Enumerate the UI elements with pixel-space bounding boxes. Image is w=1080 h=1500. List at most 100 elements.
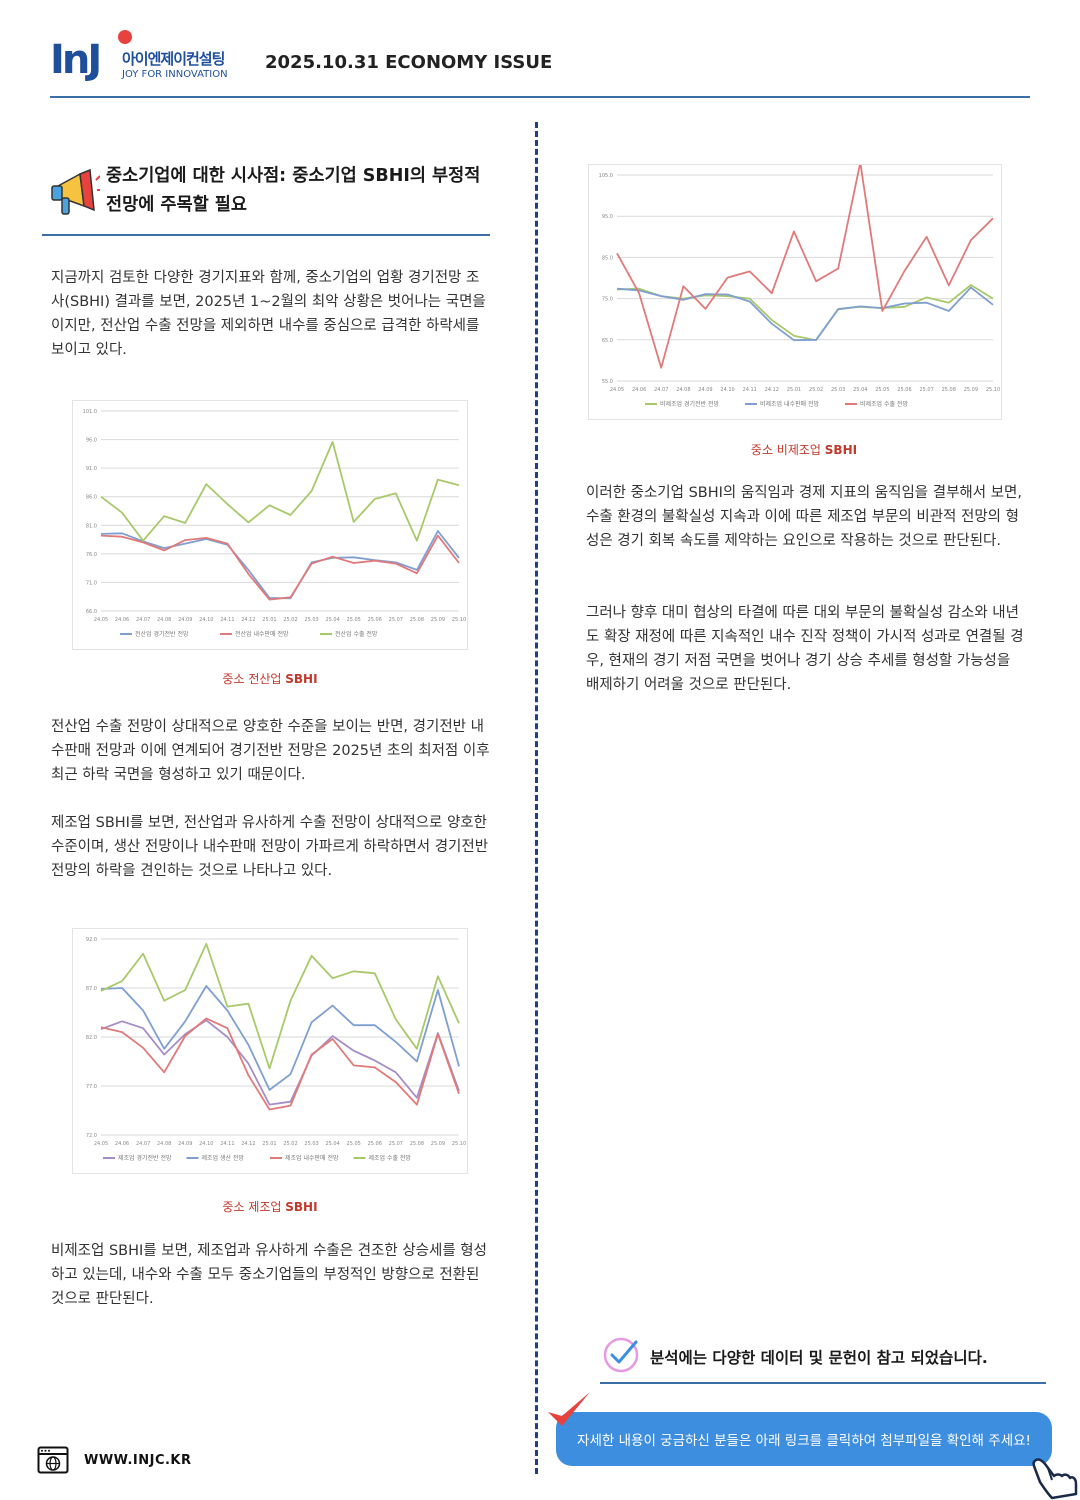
website-url[interactable]: WWW.INJC.KR — [84, 1453, 192, 1468]
page-header: InJ 아이엔제이컨설팅 JOY FOR INNOVATION 2025.10.… — [50, 24, 1030, 98]
series-line-3 — [100, 1017, 460, 1111]
x-tick-label: 24.08 — [157, 617, 171, 623]
y-tick-label: 55.0 — [602, 379, 613, 385]
x-tick-label: 24.11 — [220, 617, 234, 623]
x-tick-label: 24.09 — [178, 617, 192, 623]
x-tick-label: 24.08 — [157, 1141, 171, 1147]
paragraph-6: 그러나 향후 대미 협상의 타결에 따른 대외 부문의 불확실성 감소와 내년도… — [586, 605, 1024, 693]
paragraph-2: 전산업 수출 전망이 상대적으로 양호한 수준을 보이는 반면, 경기전반 내수… — [51, 719, 490, 783]
caption-all-industries: 중소 전산업 SBHI — [222, 672, 318, 686]
x-tick-label: 25.06 — [368, 617, 382, 623]
paragraph-3: 제조업 SBHI를 보면, 전산업과 유사하게 수출 전망이 상대적으로 양호한… — [51, 815, 489, 879]
chart-manufacturing-sbhi: 92.0 87.0 82.0 77.0 72.0 24.05 24.06 24.07 24.08… — [72, 928, 468, 1174]
x-tick-label: 25.08 — [942, 387, 956, 393]
legend-label: 전산업 수출 전망 — [335, 630, 378, 638]
y-tick-label: 92.0 — [86, 937, 97, 943]
series-line-4 — [100, 942, 460, 1070]
y-tick-label: 82.0 — [86, 1035, 97, 1041]
y-tick-label: 77.0 — [86, 1084, 97, 1090]
x-tick-label: 24.06 — [115, 1141, 129, 1147]
x-tick-label: 25.01 — [262, 617, 276, 623]
attachment-link-button[interactable]: 자세한 내용이 궁금하신 분들은 아래 링크를 클릭하여 첨부파일을 확인해 주… — [556, 1412, 1052, 1466]
series-line-1 — [616, 284, 994, 342]
legend-label: 비제조업 수출 전망 — [860, 400, 908, 408]
x-tick-label: 25.05 — [875, 387, 889, 393]
x-tick-label: 25.06 — [897, 387, 911, 393]
pointing-hand-icon — [1032, 1458, 1078, 1500]
x-tick-label: 24.12 — [241, 1141, 255, 1147]
y-tick-label: 66.0 — [86, 609, 97, 615]
x-tick-label: 25.03 — [304, 617, 318, 623]
x-tick-label: 25.01 — [787, 387, 801, 393]
y-tick-label: 72.0 — [86, 1133, 97, 1139]
y-tick-label: 76.0 — [86, 552, 97, 558]
logo-slogan: JOY FOR INNOVATION — [122, 69, 228, 80]
issue-title: 2025.10.31 ECONOMY ISSUE — [265, 52, 553, 73]
legend-label: 제조업 경기전반 전망 — [118, 1154, 172, 1162]
y-tick-label: 87.0 — [86, 986, 97, 992]
x-tick-label: 24.05 — [610, 387, 624, 393]
x-tick-label: 24.07 — [136, 617, 150, 623]
x-tick-label: 25.08 — [410, 617, 424, 623]
x-tick-label: 25.10 — [986, 387, 1000, 393]
x-tick-label: 25.02 — [809, 387, 823, 393]
y-tick-label: 81.0 — [86, 523, 97, 529]
red-check-icon — [548, 1392, 590, 1426]
x-tick-label: 25.03 — [304, 1141, 318, 1147]
legend-label: 비제조업 내수판매 전망 — [760, 400, 819, 408]
x-tick-label: 25.05 — [347, 617, 361, 623]
x-tick-label: 25.01 — [262, 1141, 276, 1147]
series-line-2 — [616, 286, 994, 342]
x-tick-label: 24.06 — [115, 617, 129, 623]
x-tick-label: 24.05 — [94, 1141, 108, 1147]
x-tick-label: 25.08 — [410, 1141, 424, 1147]
x-tick-label: 25.05 — [347, 1141, 361, 1147]
legend-label: 제조업 내수판매 전망 — [285, 1154, 339, 1162]
reference-note: 분석에는 다양한 데이터 및 문헌이 참고 되었습니다. — [600, 1334, 1046, 1384]
x-tick-label: 24.11 — [743, 387, 757, 393]
y-tick-label: 75.0 — [602, 297, 613, 303]
x-tick-label: 24.10 — [199, 1141, 213, 1147]
section-title: 중소기업에 대한 시사점: 중소기업 SBHI의 부정적 전망에 주목할 필요 — [106, 166, 481, 215]
y-tick-label: 85.0 — [602, 255, 613, 261]
chart-all-industries-sbhi: 101.0 96.0 91.0 86.0 81.0 76.0 71.0 66.0 24.05 24… — [72, 400, 468, 650]
x-tick-label: 25.04 — [325, 617, 339, 623]
x-tick-label: 25.03 — [831, 387, 845, 393]
x-tick-label: 24.12 — [765, 387, 779, 393]
series-line-3 — [616, 165, 994, 369]
chart-non-manufacturing-sbhi: 105.0 95.0 85.0 75.0 65.0 55.0 24.05 24.06 24.07… — [588, 164, 1002, 420]
paragraph-1: 지금까지 검토한 다양한 경기지표와 함께, 중소기업의 업황 경기전망 조사(… — [51, 270, 486, 358]
y-tick-label: 71.0 — [86, 580, 97, 586]
company-logo: InJ 아이엔제이컨설팅 JOY FOR INNOVATION — [50, 28, 250, 84]
series-line-3 — [100, 441, 460, 542]
chart-svg: 101.0 96.0 91.0 86.0 81.0 76.0 71.0 66.0 24.05 24… — [83, 409, 466, 638]
x-tick-label: 24.12 — [241, 617, 255, 623]
x-tick-label: 24.09 — [178, 1141, 192, 1147]
reference-text: 분석에는 다양한 데이터 및 문헌이 참고 되었습니다. — [650, 1349, 988, 1367]
x-tick-label: 25.07 — [389, 617, 403, 623]
attachment-link-text: 자세한 내용이 궁금하신 분들은 아래 링크를 클릭하여 첨부파일을 확인해 주… — [577, 1433, 1031, 1449]
x-tick-label: 25.09 — [964, 387, 978, 393]
chart-svg: 92.0 87.0 82.0 77.0 72.0 24.05 24.06 24.07 24.08… — [86, 937, 466, 1162]
logo-dot-icon — [118, 30, 132, 44]
series-line-1 — [100, 530, 460, 600]
logo-korean-name: 아이엔제이컨설팅 — [122, 50, 225, 68]
y-tick-label: 65.0 — [602, 338, 613, 344]
x-tick-label: 24.07 — [654, 387, 668, 393]
y-tick-label: 105.0 — [599, 173, 613, 179]
y-tick-label: 91.0 — [86, 466, 97, 472]
x-tick-label: 24.06 — [632, 387, 646, 393]
x-tick-label: 25.10 — [452, 617, 466, 623]
x-tick-label: 25.04 — [853, 387, 867, 393]
caption-non-manufacturing: 중소 비제조업 SBHI — [750, 443, 858, 457]
x-tick-label: 24.09 — [698, 387, 712, 393]
chart-svg: 105.0 95.0 85.0 75.0 65.0 55.0 24.05 24.06 24.07… — [599, 165, 1000, 408]
y-tick-label: 86.0 — [86, 495, 97, 501]
x-tick-label: 24.10 — [199, 617, 213, 623]
legend-label: 전산업 경기전반 전망 — [135, 630, 189, 638]
y-tick-label: 96.0 — [86, 438, 97, 444]
x-tick-label: 25.02 — [283, 1141, 297, 1147]
series-line-2 — [100, 534, 460, 601]
check-circle-icon — [603, 1337, 639, 1373]
y-tick-label: 95.0 — [602, 214, 613, 220]
